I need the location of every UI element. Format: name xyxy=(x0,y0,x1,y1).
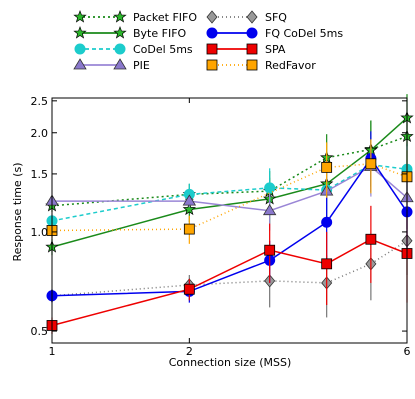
legend-label: Byte FIFO xyxy=(133,27,187,40)
legend-entry-packet-fifo: Packet FIFO xyxy=(73,10,197,24)
y-tick-label: 1.5 xyxy=(31,168,49,181)
data-point xyxy=(264,182,276,194)
y-tick-label: 0.5 xyxy=(31,325,49,338)
legend-label: RedFavor xyxy=(265,59,316,72)
legend-label: SFQ xyxy=(265,11,287,24)
series-line xyxy=(52,165,408,212)
data-point xyxy=(183,283,195,295)
y-tick-label: 2.5 xyxy=(31,95,49,108)
legend: Packet FIFO Byte FIFO CoDel 5ms PIE SFQ FQ Co… xyxy=(73,10,343,72)
data-point xyxy=(365,158,377,170)
data-point xyxy=(264,244,276,256)
data-point xyxy=(182,194,197,206)
legend-marker xyxy=(74,43,86,55)
legend-label: PIE xyxy=(133,59,150,72)
data-point xyxy=(182,202,196,216)
legend-marker xyxy=(73,26,87,39)
series-line xyxy=(51,135,408,207)
legend-marker xyxy=(206,59,218,71)
series-redfavor xyxy=(46,139,413,244)
legend-marker xyxy=(113,10,127,23)
y-axis-label: Response time (s) xyxy=(11,163,24,262)
data-point xyxy=(321,258,333,270)
legend-marker xyxy=(114,43,126,55)
series-line xyxy=(51,163,408,222)
plot-area xyxy=(45,94,414,334)
legend-label: CoDel 5ms xyxy=(133,43,193,56)
data-point xyxy=(183,223,195,235)
legend-marker xyxy=(246,27,258,39)
y-tick-label: 1.0 xyxy=(31,226,49,239)
legend-label: Packet FIFO xyxy=(133,11,197,24)
x-tick-label: 1 xyxy=(49,345,56,358)
legend-marker xyxy=(73,58,87,70)
legend-entry-codel-5ms: CoDel 5ms xyxy=(74,43,193,56)
series-pie xyxy=(45,141,414,231)
legend-marker xyxy=(246,59,258,71)
legend-marker xyxy=(73,10,87,23)
legend-label: FQ CoDel 5ms xyxy=(265,27,343,40)
legend-marker xyxy=(206,10,218,24)
legend-marker xyxy=(113,26,127,39)
legend-entry-redfavor: RedFavor xyxy=(206,59,316,72)
data-point xyxy=(321,216,333,228)
axes: 1 2 6 0.5 1.0 1.5 2.0 2.5 xyxy=(31,95,411,358)
legend-label: SPA xyxy=(265,43,286,56)
series-codel-5ms xyxy=(46,140,413,228)
data-point xyxy=(365,233,377,245)
plot-frame xyxy=(51,97,408,344)
legend-marker xyxy=(206,43,218,55)
series-fq-codel-5ms xyxy=(46,131,413,303)
series-line xyxy=(51,117,408,248)
series-packet-fifo xyxy=(45,112,414,215)
legend-entry-sfq: SFQ xyxy=(206,10,287,24)
legend-marker xyxy=(113,58,127,70)
x-axis-label: Connection size (MSS) xyxy=(169,356,292,369)
legend-marker xyxy=(246,43,258,55)
legend-entry-byte-fifo: Byte FIFO xyxy=(73,26,187,40)
series-line xyxy=(51,238,408,327)
data-point xyxy=(262,203,277,216)
x-tick-label: 2 xyxy=(186,345,193,358)
legend-entry-spa: SPA xyxy=(206,43,286,56)
legend-marker xyxy=(246,10,258,24)
x-tick-label: 6 xyxy=(404,345,411,358)
y-tick-label: 2.0 xyxy=(31,127,49,140)
series-line xyxy=(51,157,408,297)
legend-marker xyxy=(206,27,218,39)
data-point xyxy=(321,161,333,173)
legend-entry-fq-codel-5ms: FQ CoDel 5ms xyxy=(206,27,343,40)
legend-entry-pie: PIE xyxy=(73,58,150,72)
series-sfq xyxy=(46,213,413,318)
